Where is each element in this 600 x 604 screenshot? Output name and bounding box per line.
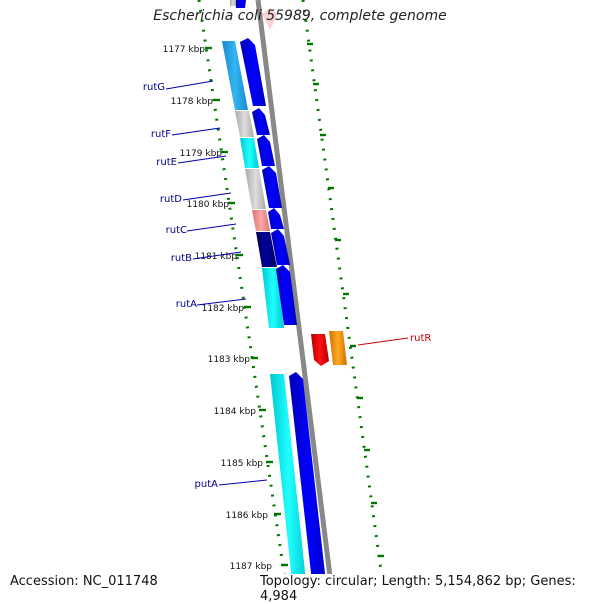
cds-arrow-rutE xyxy=(257,135,275,166)
gene-label-rutC[interactable]: rutC xyxy=(166,225,187,236)
scale-label: 1184 kbp xyxy=(214,407,257,417)
cog-bar-rutG xyxy=(222,41,248,110)
outer-dotted-ring xyxy=(301,0,387,601)
cog-bar-rutF xyxy=(235,111,254,137)
scale-label: 1179 kbp xyxy=(180,149,223,159)
map-title: Escherichia coli 55989, complete genome xyxy=(153,8,447,24)
scale-label: 1187 kbp xyxy=(230,562,273,572)
cog-bar-rutB xyxy=(256,232,277,267)
scale-label: 1183 kbp xyxy=(208,355,251,365)
gene-label-rutD[interactable]: rutD xyxy=(160,194,182,205)
cds-arrow-rutG xyxy=(240,38,266,106)
scale-label: 1181 kbp xyxy=(195,252,238,262)
cog-partial-top xyxy=(230,0,236,6)
accession-text: Accession: NC_011748 xyxy=(8,574,160,589)
cds-arrow-rutB xyxy=(271,229,290,265)
gene-label-rutG[interactable]: rutG xyxy=(143,82,165,93)
cog-bar-rutE xyxy=(240,138,259,168)
genome-backbone xyxy=(255,0,336,601)
cds-arrow-rutF xyxy=(252,108,270,135)
scale-label: 1185 kbp xyxy=(221,459,264,469)
feature-partial-top xyxy=(262,8,278,30)
genome-summary-text: Topology: circular; Length: 5,154,862 bp… xyxy=(258,574,600,604)
outer-ring-dashes xyxy=(307,42,384,558)
cog-bar-putA xyxy=(270,374,308,600)
gene-label-rutE[interactable]: rutE xyxy=(156,157,177,168)
gene-label-rutR[interactable]: rutR xyxy=(410,333,431,344)
scale-label: 1177 kbp xyxy=(163,45,206,55)
scale-label: 1178 kbp xyxy=(171,97,214,107)
cds-arrow-putA xyxy=(289,372,328,600)
scale-ticks xyxy=(205,46,288,567)
gene-label-rutA[interactable]: rutA xyxy=(176,299,197,310)
scale-label: 1182 kbp xyxy=(202,304,245,314)
gene-label-rutF[interactable]: rutF xyxy=(151,129,171,140)
scale-label: 1180 kbp xyxy=(187,200,230,210)
cds-arrow-rutC xyxy=(268,208,284,229)
cds-arrow-rutA xyxy=(276,265,297,325)
gene-label-lines xyxy=(165,80,268,486)
cds-partial-top xyxy=(236,0,246,8)
scale-label: 1186 kbp xyxy=(226,511,269,521)
gene-label-putA[interactable]: putA xyxy=(195,479,219,490)
gene-label-rutB[interactable]: rutB xyxy=(171,253,192,264)
cds-arrow-rutD xyxy=(262,166,282,208)
cog-bar-rutR xyxy=(329,331,347,365)
gene-label-line-rutR xyxy=(357,337,409,346)
cog-bar-rutD xyxy=(245,169,266,209)
cds-arrow-rutR xyxy=(311,334,329,366)
cog-bar-rutC xyxy=(252,210,270,231)
